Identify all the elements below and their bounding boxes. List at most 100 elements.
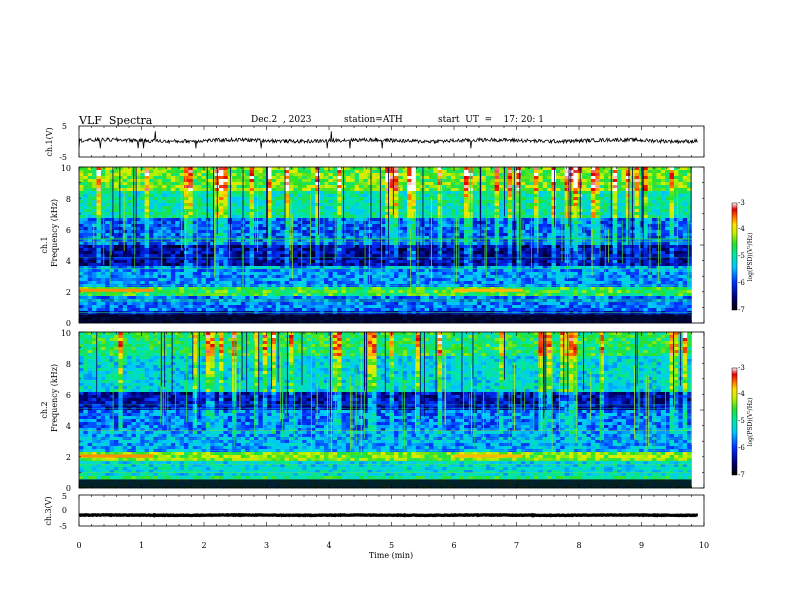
ch1-cell [455, 215, 460, 219]
ch1-cell [367, 245, 373, 249]
ch1-cell [162, 293, 167, 297]
ch1-cell [437, 194, 443, 198]
ch1-cell [319, 290, 325, 294]
ch1-waveform-trace [78, 131, 698, 149]
ch1-cell [267, 275, 272, 279]
ch1-cell [201, 305, 207, 309]
ch1-cell [284, 182, 290, 186]
ch1-cell [201, 260, 207, 264]
ch1-cell [310, 293, 316, 297]
ch1-cell [227, 224, 233, 228]
ch1-cell [293, 245, 299, 249]
ch1-cell [315, 308, 320, 312]
ch1-cell [302, 266, 307, 270]
ch1-cell [398, 215, 404, 219]
ch1-cell [170, 233, 176, 237]
ch1-cell [92, 215, 97, 219]
ch1-cell [210, 263, 215, 267]
ch1-cell [140, 224, 145, 228]
ch1-cell [162, 263, 167, 267]
ch1-cell [450, 179, 456, 183]
ch1-cell [122, 224, 128, 228]
ch1-cell [96, 233, 102, 237]
ch1-cell [79, 176, 84, 180]
ch1-cell [442, 269, 447, 273]
ch1-cell [485, 254, 491, 258]
ch1-cell [188, 188, 194, 192]
ch1-cell [485, 299, 491, 303]
ch1-cell [350, 182, 355, 186]
ch1-cell [114, 275, 119, 279]
ch1-cell [407, 191, 412, 195]
ch1-cell [249, 275, 255, 279]
ch1-cell [214, 269, 220, 273]
ch1-cell [302, 272, 307, 276]
ch1-cell [210, 236, 215, 240]
ch1-cell [118, 182, 124, 186]
ch1-cell [446, 236, 452, 240]
ch1-cell [442, 185, 447, 189]
ch1-cell [223, 293, 229, 297]
ch1-cell [293, 230, 299, 234]
ch1-cell [472, 191, 478, 195]
ch1-cell [302, 212, 307, 216]
ch1-cell [345, 278, 351, 282]
ch1-cell [446, 251, 452, 255]
ch1-cell [153, 221, 159, 225]
ch1-cell [157, 194, 163, 198]
ch1-cell [429, 308, 434, 312]
ch1-cell [223, 272, 229, 276]
ch1-cell [394, 269, 399, 273]
ch1-cell [472, 215, 478, 219]
ch1-cell [324, 266, 329, 270]
ch1-cell [262, 200, 268, 204]
ch1-cell [249, 290, 255, 294]
ch1-cell [232, 212, 237, 216]
ch1-cell [100, 200, 106, 204]
ch1-cell [236, 269, 242, 273]
ch1-cell [201, 281, 207, 285]
ch1-cell [79, 200, 84, 204]
ch1-cell [376, 236, 382, 240]
ch1-cell [411, 203, 417, 207]
ch1-cell [398, 248, 404, 252]
ch1-cell [179, 275, 185, 279]
ch1-cell [319, 272, 325, 276]
ch1-cell [284, 248, 290, 252]
ch1-cell [464, 197, 469, 201]
ch1-cell [459, 224, 465, 228]
ch1-cell [415, 185, 421, 189]
ch1-cell [271, 299, 277, 303]
ch1-cell [271, 179, 277, 183]
ch1-cell [394, 215, 399, 219]
ch1-cell [297, 236, 303, 240]
ch1-cell [249, 254, 255, 258]
ch1-cell [437, 197, 443, 201]
ch1-cell [389, 170, 395, 174]
ch1-cell [402, 263, 408, 267]
ch1-cell [280, 251, 285, 255]
ch1-cell [332, 176, 338, 180]
ch1-cell [380, 224, 386, 228]
ch1-cell [359, 206, 364, 210]
ch1-cell [324, 185, 329, 189]
ch1-cell [455, 308, 460, 312]
ch1-cell [302, 191, 307, 195]
ch1-cell [433, 239, 439, 243]
ch1-cell [477, 224, 482, 228]
ch1-cell [306, 239, 312, 243]
ch1-cell [87, 188, 93, 192]
ch1-cell [293, 239, 299, 243]
ch1-cell [289, 182, 294, 186]
ch1-cell [380, 218, 386, 222]
ch1-cell [192, 170, 198, 174]
ch1-cell [389, 293, 395, 297]
ch1-cell [297, 167, 303, 171]
ch1-cell [197, 239, 202, 243]
ch1-cell [372, 248, 377, 252]
ch1-cell [162, 308, 167, 312]
ch1-cell [297, 281, 303, 285]
ch1-cell [109, 254, 115, 258]
ch1-cell [284, 272, 290, 276]
ch1-cell [442, 176, 447, 180]
